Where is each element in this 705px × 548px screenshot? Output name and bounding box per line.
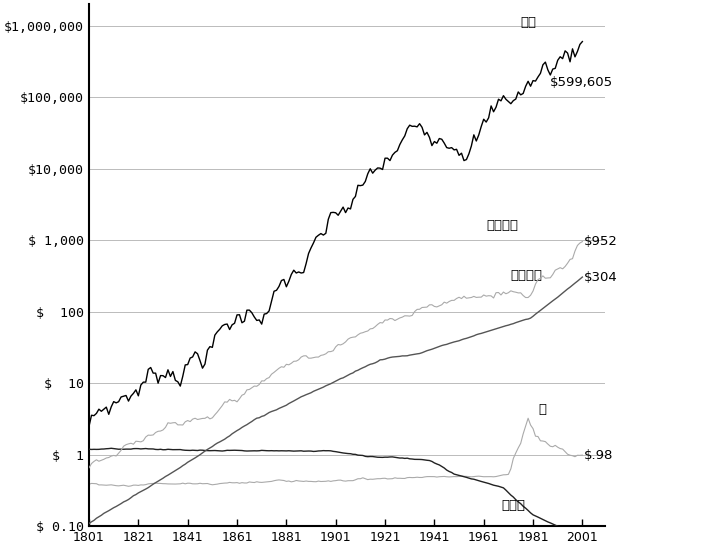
Text: $599,605: $599,605 bbox=[551, 76, 613, 89]
Text: $0.07: $0.07 bbox=[0, 547, 1, 548]
Text: 長期国債: 長期国債 bbox=[486, 219, 518, 232]
Text: $952: $952 bbox=[584, 235, 618, 248]
Text: 金: 金 bbox=[538, 403, 546, 415]
Text: 株式: 株式 bbox=[521, 16, 537, 29]
Text: $304: $304 bbox=[584, 271, 618, 283]
Text: $.98: $.98 bbox=[584, 449, 613, 461]
Text: 短期国債: 短期国債 bbox=[511, 269, 543, 282]
Text: 米ドル: 米ドル bbox=[501, 499, 525, 512]
